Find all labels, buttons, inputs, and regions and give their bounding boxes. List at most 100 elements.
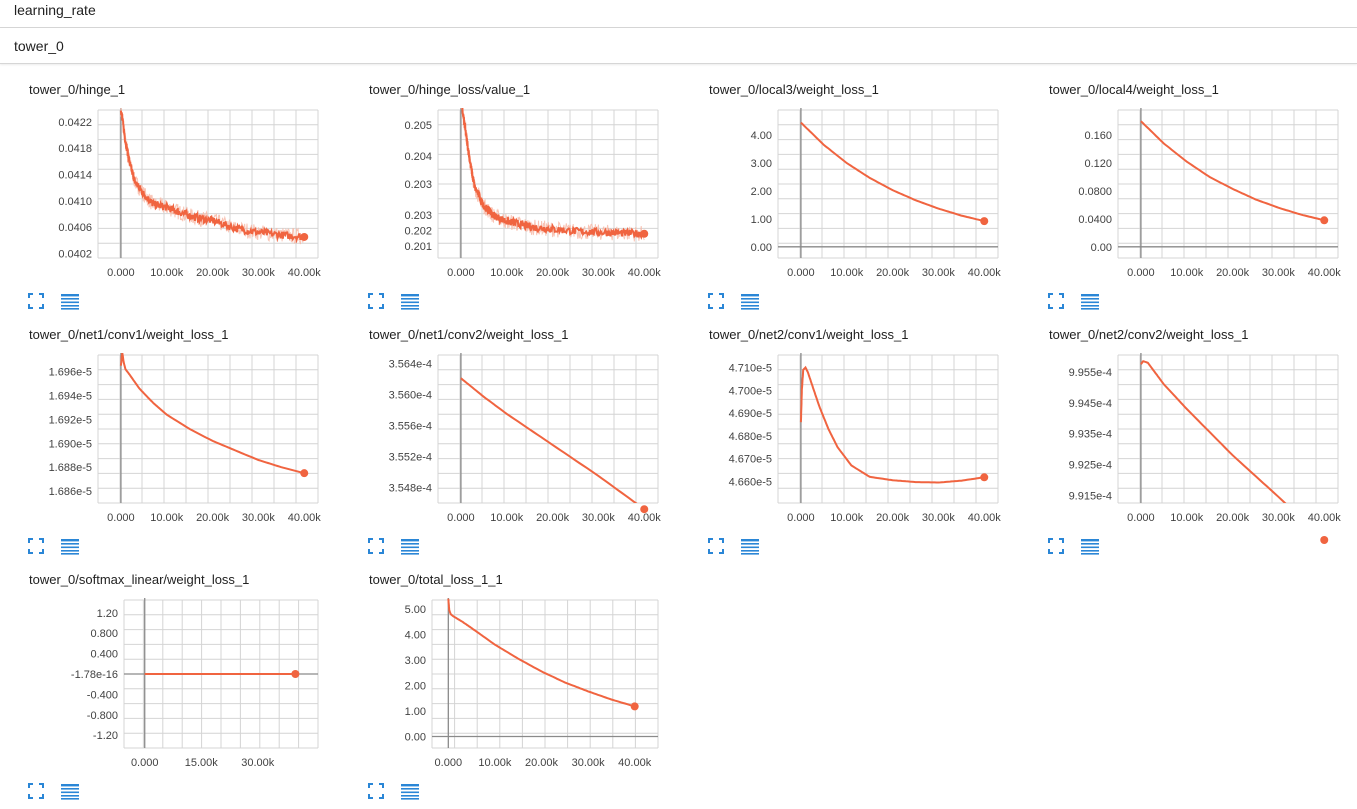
x-tick-label: 10.00k <box>1170 512 1204 524</box>
group-title: tower_0 <box>14 38 64 54</box>
y-tick-label: 1.696e-5 <box>49 367 92 379</box>
fullscreen-icon[interactable] <box>1047 537 1067 555</box>
data-table-icon[interactable] <box>60 537 80 555</box>
x-tick-label: 0.000 <box>107 512 135 524</box>
x-tick-label: 30.00k <box>582 267 616 279</box>
series-endpoint-dot[interactable] <box>980 217 989 226</box>
fullscreen-icon[interactable] <box>27 292 47 310</box>
x-tick-label: 0.000 <box>131 757 159 769</box>
x-tick-label: 0.000 <box>447 267 475 279</box>
series-line <box>800 121 985 223</box>
chart-plot[interactable]: 0.0402 0.0406 0.0410 0.0414 0.0418 0.0422 0.00… <box>0 0 340 300</box>
x-tick-label: 20.00k <box>536 267 570 279</box>
y-tick-label: 0.120 <box>1084 158 1112 170</box>
x-tick-label: 10.00k <box>830 267 864 279</box>
data-table-icon[interactable] <box>400 782 420 800</box>
chart-title: tower_0/local4/weight_loss_1 <box>1049 82 1219 97</box>
x-tick-label: 20.00k <box>1216 512 1250 524</box>
data-table-icon[interactable] <box>400 537 420 555</box>
y-tick-label: 3.556e-4 <box>389 421 432 433</box>
y-tick-label: 9.955e-4 <box>1069 367 1112 379</box>
chart-plot[interactable]: 0.201 0.202 0.203 0.203 0.204 0.205 0.000 10.00… <box>340 0 680 300</box>
chart-title: tower_0/hinge_loss/value_1 <box>369 82 531 97</box>
series-line <box>119 353 305 475</box>
x-tick-label: 10.00k <box>830 512 864 524</box>
y-tick-label: -0.800 <box>87 710 118 722</box>
fullscreen-icon[interactable] <box>367 537 387 555</box>
fullscreen-icon[interactable] <box>367 292 387 310</box>
x-tick-label: 40.00k <box>618 757 652 769</box>
y-tick-label: 1.688e-5 <box>49 462 92 474</box>
x-tick-label: 10.00k <box>490 267 524 279</box>
data-table-icon[interactable] <box>740 537 760 555</box>
x-tick-label: 0.000 <box>787 267 815 279</box>
series-endpoint-dot[interactable] <box>1320 216 1329 225</box>
fullscreen-icon[interactable] <box>27 537 47 555</box>
chart-plot[interactable]: 4.660e-5 4.670e-5 4.680e-5 4.690e-5 4.700e-5… <box>680 245 1020 545</box>
y-tick-label: 4.710e-5 <box>729 363 772 375</box>
y-tick-label: 9.935e-4 <box>1069 429 1112 441</box>
x-tick-label: 40.00k <box>968 512 1002 524</box>
data-table-icon[interactable] <box>60 782 80 800</box>
x-tick-label: 0.000 <box>107 267 135 279</box>
fullscreen-icon[interactable] <box>27 782 47 800</box>
fullscreen-icon[interactable] <box>707 292 727 310</box>
series-endpoint-dot[interactable] <box>640 229 649 238</box>
x-tick-label: 0.000 <box>447 512 475 524</box>
data-table-icon[interactable] <box>1080 537 1100 555</box>
x-tick-label: 30.00k <box>241 757 275 769</box>
y-tick-label: 3.564e-4 <box>389 359 432 371</box>
chart-plot[interactable]: 0.00 0.0400 0.0800 0.120 0.160 0.000 10.00k 20.… <box>1020 0 1357 300</box>
series-endpoint-dot[interactable] <box>1320 536 1329 544</box>
data-table-icon[interactable] <box>740 292 760 310</box>
chart-plot[interactable]: 9.915e-4 9.925e-4 9.935e-4 9.945e-4 9.955e-4… <box>1020 245 1357 545</box>
data-table-icon[interactable] <box>60 292 80 310</box>
y-tick-label: 0.00 <box>1091 242 1112 254</box>
chart-title: tower_0/hinge_1 <box>29 82 126 97</box>
y-tick-label: 2.00 <box>405 680 426 692</box>
x-tick-label: 40.00k <box>968 267 1002 279</box>
data-table-icon[interactable] <box>1080 292 1100 310</box>
x-tick-label: 10.00k <box>478 757 512 769</box>
x-tick-label: 10.00k <box>150 512 184 524</box>
y-tick-label: 0.160 <box>1084 130 1112 142</box>
group-header-learning-rate[interactable]: learning_rate <box>0 0 1357 28</box>
x-tick-label: 30.00k <box>242 512 276 524</box>
chart-plot[interactable]: 1.686e-5 1.688e-5 1.690e-5 1.692e-5 1.694e-5… <box>0 245 340 545</box>
chart-plot[interactable]: 0.00 1.00 2.00 3.00 4.00 5.00 0.000 10.00k 20.00… <box>340 490 680 790</box>
x-tick-label: 40.00k <box>1308 267 1342 279</box>
chart-card: tower_0/total_loss_1_1 0.00 1.00 2.00 3.00 4.… <box>340 490 670 800</box>
chart-card: tower_0/net2/conv2/weight_loss_1 9.915e-4… <box>1020 245 1350 555</box>
data-table-icon[interactable] <box>400 292 420 310</box>
x-tick-label: 20.00k <box>876 267 910 279</box>
y-tick-label: 0.0800 <box>1078 186 1112 198</box>
chart-plot[interactable]: 3.548e-4 3.552e-4 3.556e-4 3.560e-4 3.564e-4… <box>340 245 680 545</box>
y-tick-label: 9.925e-4 <box>1069 459 1112 471</box>
series-line <box>799 365 985 484</box>
chart-plot[interactable]: 0.00 1.00 2.00 3.00 4.00 0.000 10.00k 20.00k 30.… <box>680 0 1020 300</box>
x-tick-label: 30.00k <box>1262 512 1296 524</box>
y-tick-label: 0.0410 <box>58 196 92 208</box>
group-header-tower-0[interactable]: tower_0 <box>0 28 1357 64</box>
series-endpoint-dot[interactable] <box>291 670 300 678</box>
chart-title: tower_0/total_loss_1_1 <box>369 572 503 587</box>
series-endpoint-dot[interactable] <box>980 473 989 482</box>
series-endpoint-dot[interactable] <box>640 505 649 514</box>
fullscreen-icon[interactable] <box>367 782 387 800</box>
fullscreen-icon[interactable] <box>1047 292 1067 310</box>
series-endpoint-dot[interactable] <box>300 469 309 478</box>
y-tick-label: 0.0402 <box>58 248 92 260</box>
chart-card: tower_0/local3/weight_loss_1 0.00 1.00 2.00… <box>680 0 1010 310</box>
series-endpoint-dot[interactable] <box>630 702 639 711</box>
chart-plot[interactable]: -1.20 -0.800 -0.400 -1.78e-16 0.400 0.800 1.20… <box>0 490 340 790</box>
series-endpoint-dot[interactable] <box>300 232 309 241</box>
fullscreen-icon[interactable] <box>707 537 727 555</box>
x-tick-label: 30.00k <box>922 512 956 524</box>
y-tick-label: 4.700e-5 <box>729 385 772 397</box>
y-tick-label: 5.00 <box>405 604 426 616</box>
y-tick-label: 0.201 <box>404 241 432 253</box>
x-tick-label: 20.00k <box>525 757 559 769</box>
y-tick-label: 2.00 <box>751 186 772 198</box>
y-tick-label: 0.0414 <box>58 169 92 181</box>
y-tick-label: 1.00 <box>751 214 772 226</box>
